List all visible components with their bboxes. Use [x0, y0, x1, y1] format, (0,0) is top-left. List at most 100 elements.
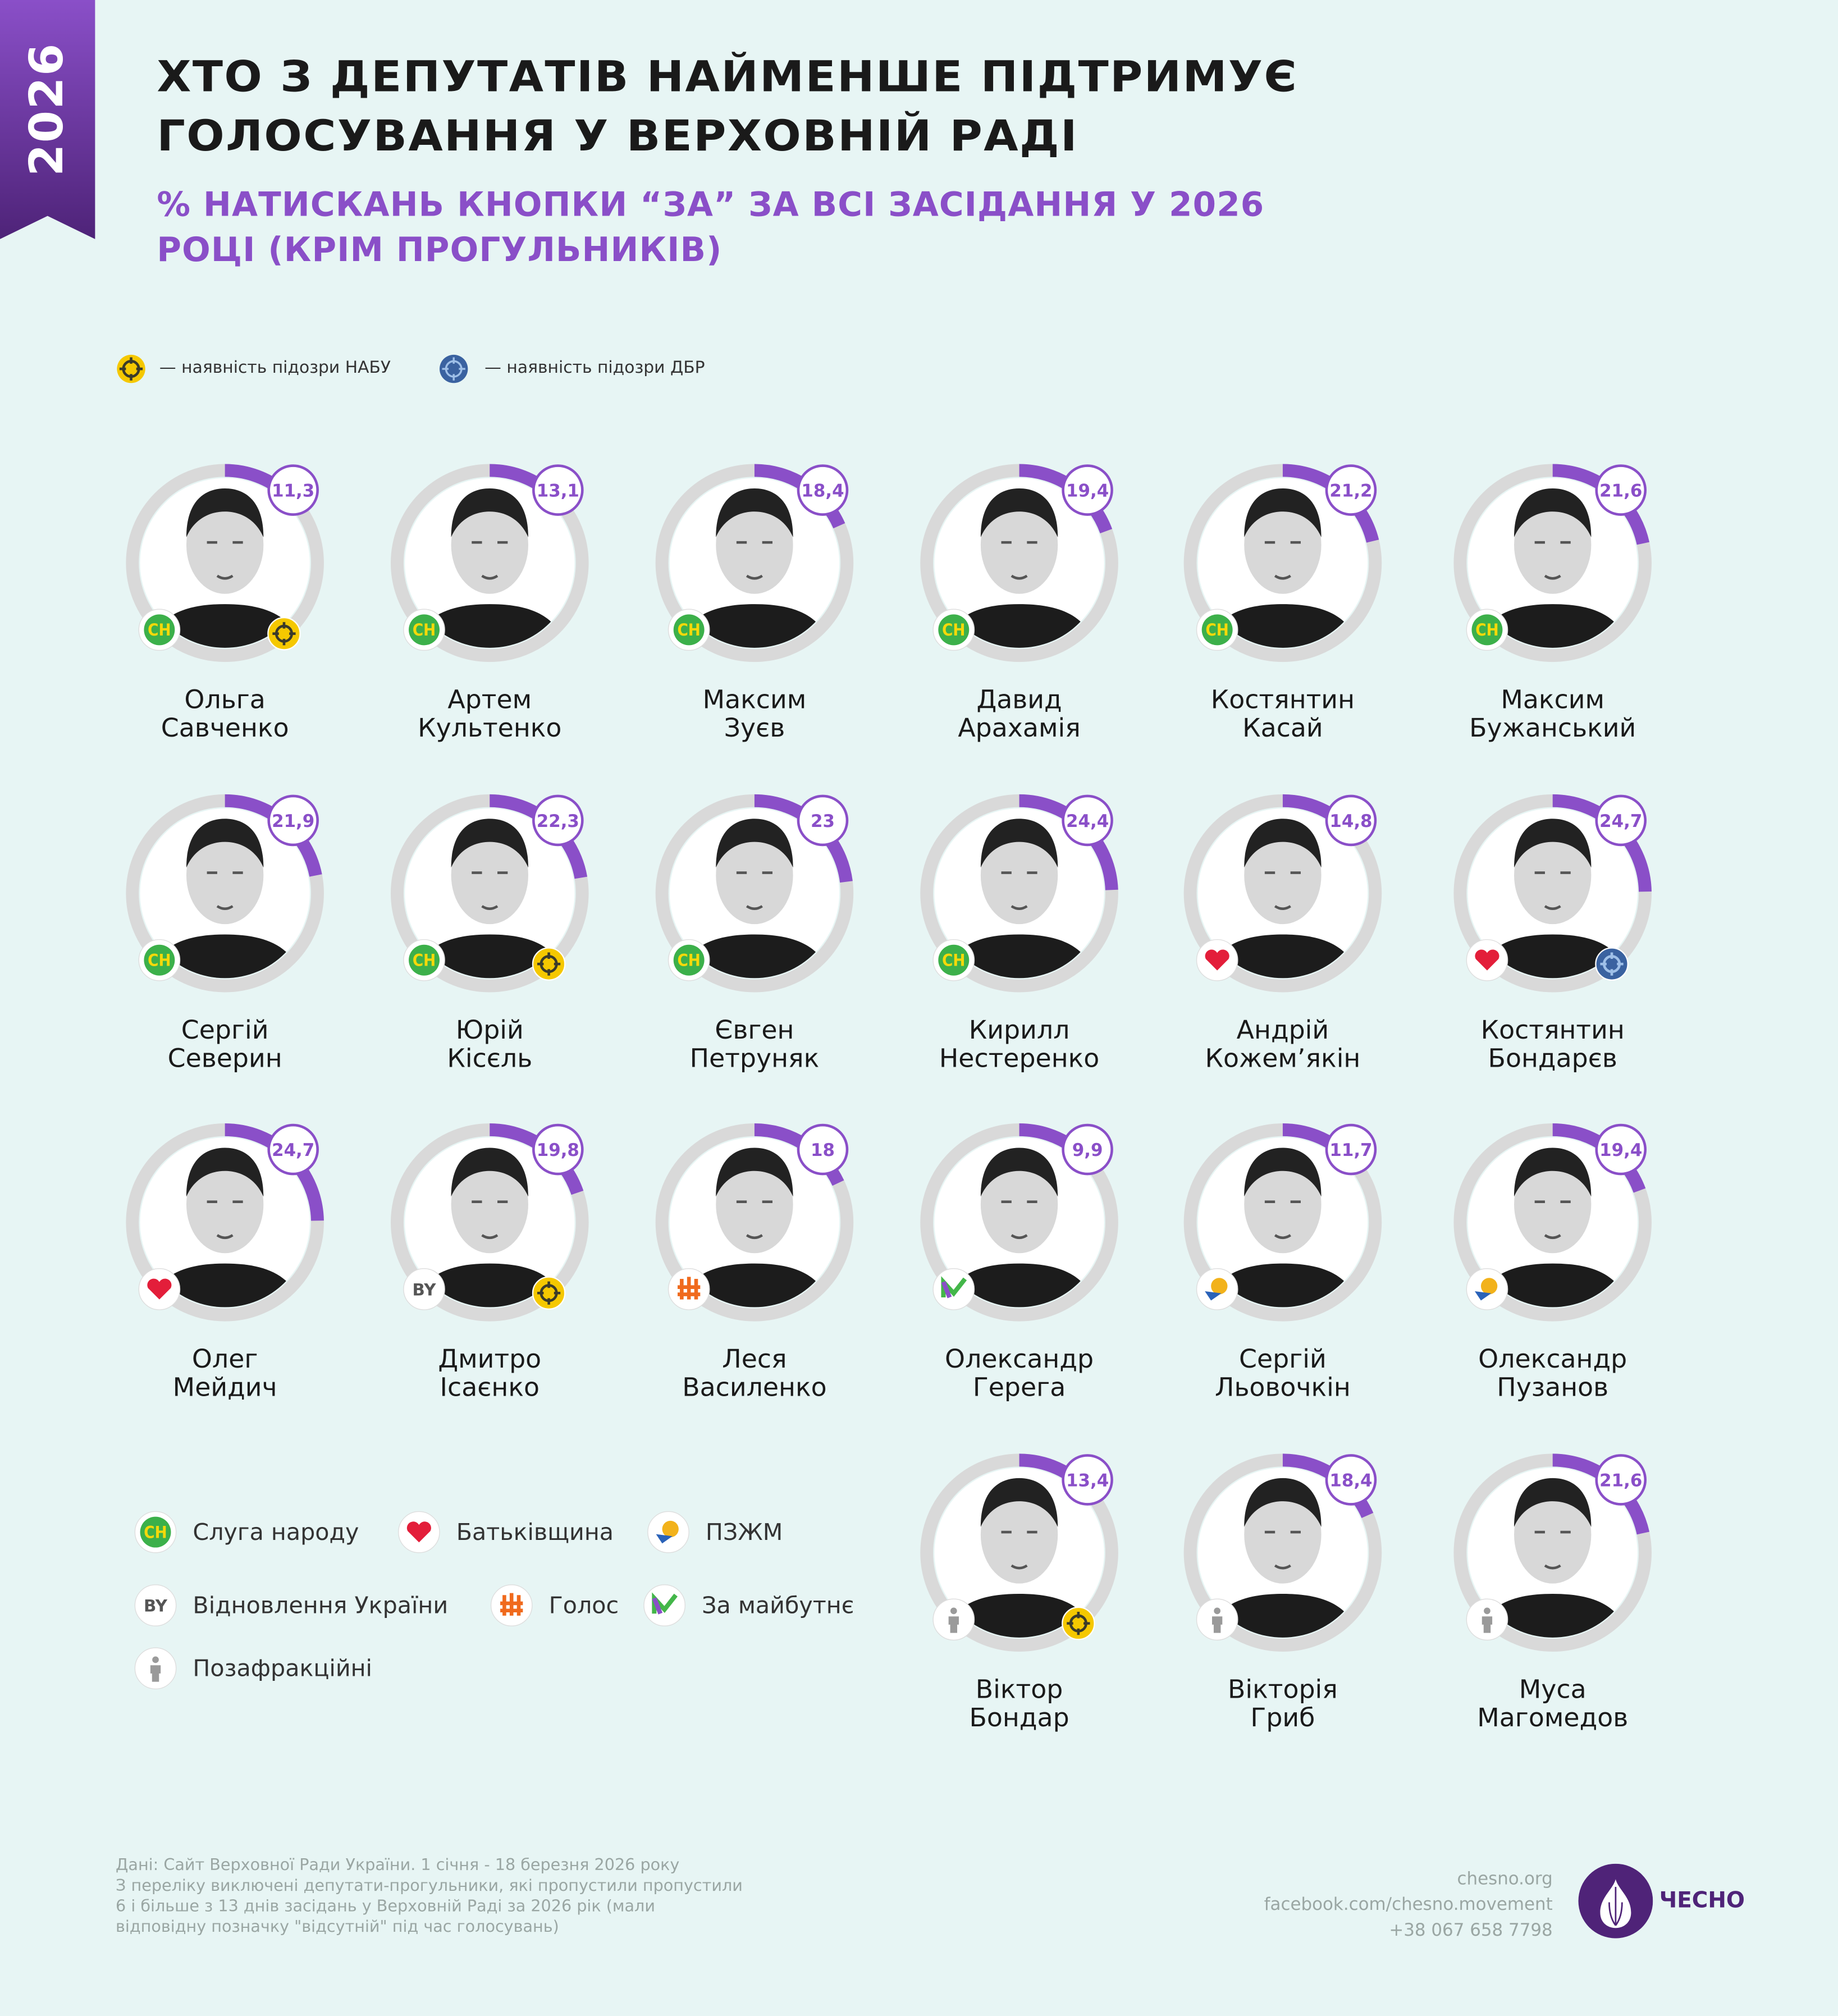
svg-text:CH: CH: [1475, 620, 1498, 639]
site-link[interactable]: chesno.org: [1457, 1868, 1553, 1890]
value-badge: [1325, 1454, 1377, 1506]
deputy-name: Костянтин Бондарєв: [1424, 1016, 1681, 1072]
value-badge: [1595, 464, 1647, 516]
party-badge-batk-icon: [138, 1268, 181, 1310]
deputy-first-name: Леся: [722, 1343, 787, 1374]
svg-text:CH: CH: [413, 620, 436, 639]
source-line: відповідну позначку "відсутній" під час …: [116, 1916, 559, 1936]
deputy-name: Олег Мейдич: [97, 1345, 354, 1401]
party-badge-na-icon: [134, 1647, 177, 1690]
vote-ring-track: [655, 1123, 854, 1322]
deputy-card: 11,3 CH Ольга Савченко: [97, 435, 354, 742]
deputy-first-name: Костянтин: [1480, 1014, 1625, 1045]
party-name: Голос: [548, 1592, 619, 1619]
deputy-name: Максим Бужанський: [1424, 685, 1681, 742]
party-badge-sn-icon: CH: [138, 939, 181, 981]
party-badge-sn-icon: CH: [403, 609, 445, 651]
vote-ring-track: [1183, 1123, 1382, 1322]
vote-ring-fill: [126, 1123, 324, 1322]
deputy-name: Максим Зуєв: [626, 685, 883, 742]
subtitle-line2: РОЦІ (КРІМ ПРОГУЛЬНИКІВ): [157, 231, 723, 270]
vote-ring-fill: [1453, 794, 1652, 993]
dbr-suspicion-icon: [1595, 947, 1629, 981]
deputy-last-name: Петруняк: [689, 1042, 820, 1073]
party-badge-sn-icon: CH: [1466, 609, 1508, 651]
vote-percent: 11,7: [1329, 1140, 1372, 1160]
value-badge: [267, 794, 319, 847]
deputy-card: 11,7 Сергій Льовочкін: [1154, 1094, 1411, 1401]
value-badge: [797, 794, 849, 847]
vote-ring-fill: [391, 1123, 589, 1322]
value-badge: [532, 794, 584, 847]
deputy-last-name: Василенко: [682, 1371, 827, 1402]
party-name: За майбутнє: [702, 1592, 854, 1619]
vote-ring-track: [655, 794, 854, 993]
value-badge: [797, 464, 849, 516]
deputy-last-name: Зуєв: [724, 712, 785, 743]
vote-ring-fill: [1453, 1453, 1652, 1652]
party-badge-sn-icon: CH: [667, 939, 710, 981]
year-ribbon: [0, 0, 95, 239]
value-badge: [1595, 1123, 1647, 1176]
deputy-name: Олександр Пузанов: [1424, 1345, 1681, 1401]
deputy-last-name: Нестеренко: [939, 1042, 1100, 1073]
deputy-last-name: Пузанов: [1497, 1371, 1609, 1402]
facebook-link[interactable]: facebook.com/chesno.movement: [1264, 1894, 1553, 1916]
chesno-brand: ЧЕСНО: [1659, 1888, 1745, 1914]
vote-percent: 11,3: [272, 481, 314, 501]
deputy-last-name: Бондар: [969, 1702, 1069, 1733]
vote-percent: 13,4: [1066, 1470, 1109, 1491]
party-badge-sn-icon: CH: [932, 939, 975, 981]
deputy-first-name: Максим: [1501, 684, 1605, 715]
deputy-last-name: Кісєль: [447, 1042, 533, 1073]
phone: +38 067 658 7798: [1389, 1920, 1553, 1941]
deputy-last-name: Арахамія: [958, 712, 1081, 743]
deputy-name: Вікторія Гриб: [1154, 1675, 1411, 1731]
deputy-first-name: Максим: [702, 684, 807, 715]
value-badge: [1595, 794, 1647, 847]
source-line: Дані: Сайт Верховної Ради України. 1 січ…: [116, 1854, 680, 1875]
deputy-name: Сергій Северин: [97, 1016, 354, 1072]
value-badge: [1325, 1123, 1377, 1176]
deputy-card: 19,4 CH Давид Арахамія: [891, 435, 1148, 742]
deputy-last-name: Савченко: [161, 712, 289, 743]
party-badge-batk-icon: [1466, 939, 1508, 981]
party-legend-item-batk: Батьківщина: [397, 1510, 614, 1554]
chesno-logo-icon: [1578, 1863, 1653, 1939]
party-badge-zm-icon: [932, 1268, 975, 1310]
vote-percent: 18: [811, 1140, 835, 1160]
svg-text:CH: CH: [677, 951, 700, 970]
contacts: chesno.org facebook.com/chesno.movement …: [1264, 1866, 1553, 1943]
party-badge-batk-icon: [398, 1511, 440, 1553]
deputy-name: Дмитро Ісаєнко: [361, 1345, 618, 1401]
deputy-card: 24,7 Олег Мейдич: [97, 1094, 354, 1401]
subtitle-line1: % НАТИСКАНЬ КНОПКИ “ЗА” ЗА ВСІ ЗАСІДАННЯ…: [157, 186, 1265, 225]
deputy-card: 21,2 CH Костянтин Касай: [1154, 435, 1411, 742]
nabu-suspicion-icon: [267, 616, 301, 651]
deputy-last-name: Гриб: [1250, 1702, 1315, 1733]
value-badge: [1062, 1454, 1113, 1506]
page-title-line1: ХТО З ДЕПУТАТІВ НАЙМЕНШЕ ПІДТРИМУЄ: [157, 51, 1299, 102]
value-badge: [1062, 794, 1113, 847]
svg-text:CH: CH: [148, 951, 171, 970]
deputy-card: 24,4 CH Кирилл Нестеренко: [891, 765, 1148, 1072]
deputy-name: Андрій Кожем’якін: [1154, 1016, 1411, 1072]
deputy-card: 13,4 Віктор Бондар: [891, 1424, 1148, 1731]
deputy-name: Артем Культенко: [361, 685, 618, 742]
vote-percent: 24,4: [1066, 811, 1109, 831]
svg-text:CH: CH: [144, 1523, 167, 1542]
party-badge-pzzm-icon: [647, 1511, 689, 1553]
party-legend-item-golos: Голос: [490, 1584, 619, 1628]
svg-text:CH: CH: [148, 620, 171, 639]
nabu-suspicion-icon: [532, 947, 566, 981]
deputy-card: 13,1 CH Артем Культенко: [361, 435, 618, 742]
deputy-last-name: Бужанський: [1469, 712, 1636, 743]
deputy-first-name: Муса: [1519, 1673, 1586, 1704]
party-legend-item-sn: CH Слуга народу: [134, 1510, 359, 1554]
vote-percent: 21,6: [1599, 481, 1642, 501]
party-badge-vu-icon: BY: [403, 1268, 445, 1310]
vote-percent: 18,4: [801, 481, 844, 501]
value-badge: [797, 1123, 849, 1176]
deputy-last-name: Герега: [972, 1371, 1066, 1402]
deputy-first-name: Юрій: [455, 1014, 524, 1045]
